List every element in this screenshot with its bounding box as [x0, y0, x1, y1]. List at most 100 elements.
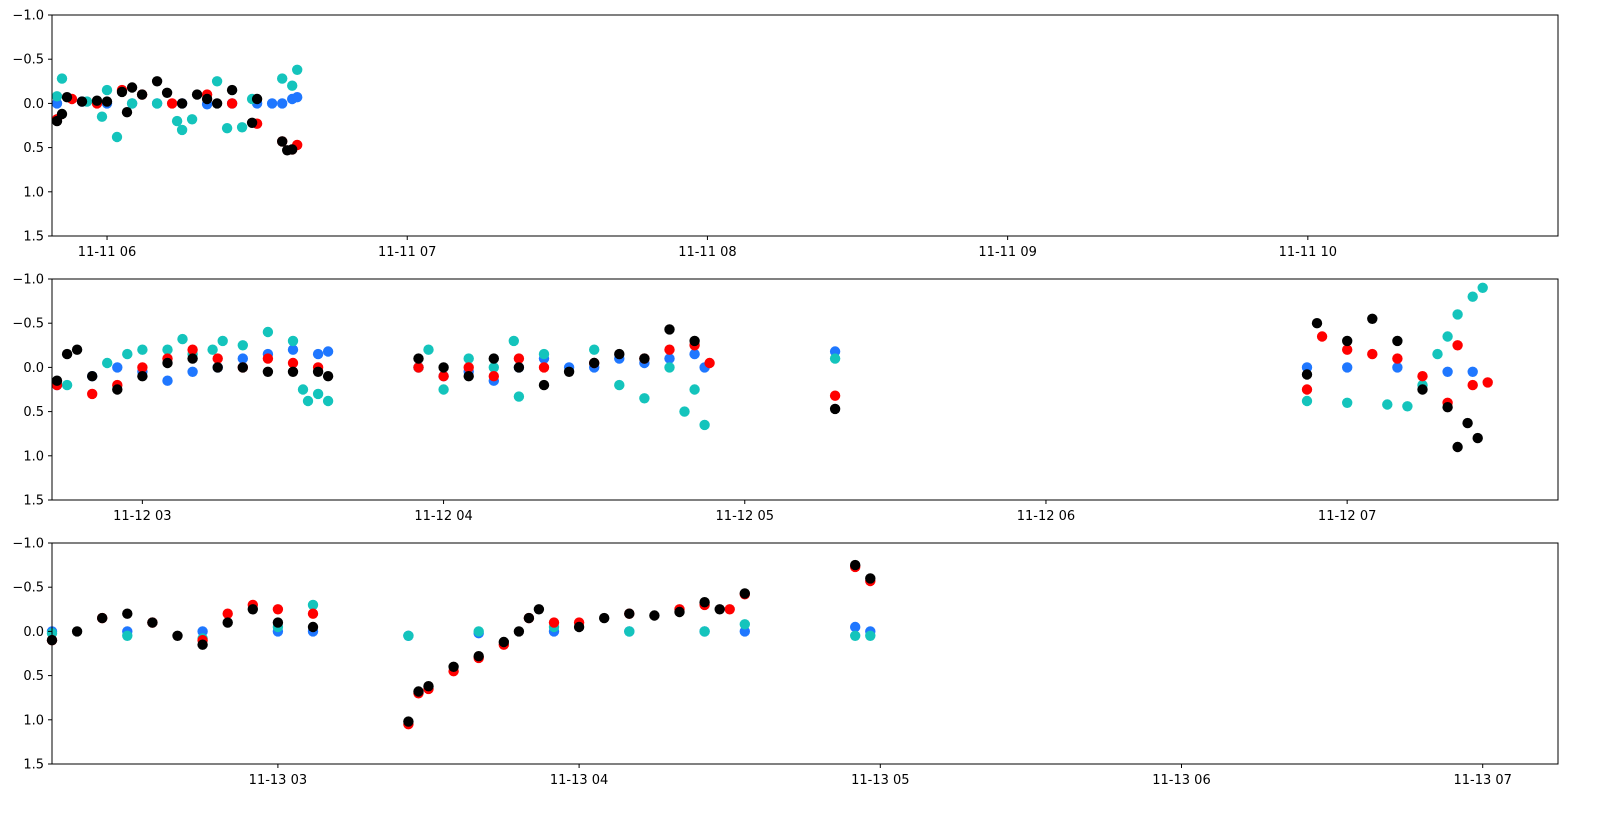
x-tick-label-1-1: 11-11 06 [78, 245, 136, 260]
data-point-p1-s3-6 [166, 98, 178, 109]
data-point-p2-s4-34 [1442, 402, 1453, 413]
data-point-p2-s2-3 [122, 348, 133, 360]
data-point-p2-s4-37 [1472, 432, 1483, 444]
data-point-p3-s4-15 [448, 661, 459, 672]
data-point-p2-s3-4 [137, 362, 148, 373]
y-tick-label-3-6: 1.5 [23, 758, 44, 773]
data-point-p2-s3-17 [538, 362, 550, 373]
x-tick-label-1-4: 11-11 09 [978, 245, 1036, 260]
data-point-p2-s2-18 [423, 344, 434, 355]
data-point-p1-s2-8 [151, 98, 163, 109]
data-point-p2-s1-28 [1342, 362, 1353, 373]
scatter-marks-1 [51, 64, 303, 156]
data-point-p3-s2-13 [865, 630, 876, 641]
data-point-p2-s4-3 [71, 344, 83, 355]
data-point-p1-s1-13 [292, 92, 303, 103]
data-point-p2-s4-18 [488, 353, 499, 364]
data-point-p2-s2-8 [207, 344, 218, 355]
y-tick-label-1-5: 1.0 [23, 185, 44, 200]
data-point-p1-s4-17 [226, 84, 238, 96]
data-point-p2-s4-4 [87, 371, 98, 382]
data-point-p3-s2-10 [699, 626, 710, 637]
data-point-p1-s2-12 [211, 76, 223, 87]
data-point-p3-s4-26 [699, 597, 710, 608]
data-point-p1-s2-4 [96, 111, 108, 122]
data-point-p1-s4-7 [116, 86, 128, 98]
data-point-p2-s1-24 [689, 348, 700, 360]
data-point-p2-s3-28 [1392, 353, 1403, 364]
data-point-p2-s4-21 [563, 366, 575, 377]
data-point-p2-s4-27 [829, 403, 841, 415]
data-point-p2-s1-3 [112, 362, 123, 373]
data-point-p3-s4-7 [197, 639, 208, 650]
data-point-p2-s4-28 [1301, 369, 1313, 380]
data-point-p2-s3-15 [488, 371, 499, 382]
y-tick-label-3-2: −0.5 [12, 581, 44, 596]
data-point-p2-s2-13 [297, 384, 309, 395]
data-point-p1-s2-16 [277, 73, 288, 84]
data-point-p2-s4-15 [413, 353, 424, 364]
data-point-p2-s3-7 [212, 353, 223, 364]
data-point-p2-s2-36 [1402, 401, 1413, 412]
x-tick-label-1-5: 11-11 10 [1279, 245, 1337, 260]
data-point-p3-s4-30 [865, 573, 876, 584]
data-point-p2-s3-23 [829, 390, 841, 401]
data-point-p2-s3-25 [1316, 331, 1328, 342]
data-point-p2-s2-42 [1477, 282, 1488, 293]
y-tick-label-2-4: 0.5 [23, 405, 44, 420]
data-point-p3-s2-9 [624, 626, 635, 637]
data-point-p2-s4-22 [589, 357, 600, 369]
axes-frame-1 [51, 14, 1559, 237]
data-point-p2-s4-33 [1417, 384, 1428, 395]
data-point-p2-s3-6 [187, 344, 198, 355]
data-point-p2-s4-31 [1367, 313, 1378, 324]
data-point-p3-s4-21 [573, 621, 585, 633]
data-point-p2-s1-10 [287, 344, 299, 355]
data-point-p1-s4-20 [277, 136, 288, 147]
data-point-p2-s4-17 [463, 371, 474, 382]
data-point-p2-s4-16 [438, 362, 449, 373]
data-point-p2-s2-33 [1301, 395, 1313, 407]
data-point-p2-s4-36 [1462, 417, 1473, 429]
data-point-p1-s4-6 [101, 96, 113, 107]
data-point-p1-s4-19 [251, 93, 263, 105]
data-point-p2-s2-28 [664, 362, 675, 373]
data-point-p2-s4-6 [137, 371, 148, 382]
data-point-p3-s4-14 [423, 681, 434, 692]
data-point-p2-s2-39 [1442, 331, 1453, 342]
data-point-p3-s3-5 [222, 608, 233, 619]
data-point-p1-s4-22 [287, 144, 298, 155]
y-tick-label-1-6: 1.5 [23, 230, 44, 245]
data-point-p1-s2-5 [101, 84, 113, 96]
y-tick-label-1-1: −1.0 [12, 9, 44, 24]
data-point-p2-s4-23 [614, 348, 625, 360]
y-axis-1: −1.0 −0.5 0.0 0.5 1.0 1.5 [12, 9, 52, 245]
data-point-p1-s4-8 [121, 107, 133, 118]
data-point-p1-s2-1 [51, 91, 63, 102]
x-tick-label-3-2: 11-13 04 [550, 773, 608, 788]
data-point-p3-s3-7 [272, 604, 284, 615]
data-point-p2-s2-1 [61, 379, 73, 391]
data-point-p1-s4-11 [151, 76, 163, 87]
data-point-p3-s4-24 [649, 610, 660, 621]
x-tick-label-2-5: 11-12 07 [1318, 509, 1376, 524]
data-point-p2-s2-9 [217, 335, 228, 347]
data-point-p2-s1-31 [1467, 366, 1478, 377]
data-point-p3-s2-6 [403, 630, 414, 641]
data-point-p2-s2-6 [177, 333, 188, 345]
data-point-p3-s4-6 [172, 630, 183, 641]
y-tick-label-1-4: 0.5 [23, 141, 44, 156]
y-tick-label-2-2: −0.5 [12, 317, 44, 332]
data-point-p2-s2-27 [639, 393, 650, 404]
data-point-p2-s4-20 [538, 379, 550, 391]
data-point-p1-s2-2 [56, 73, 68, 84]
data-point-p1-s4-13 [176, 98, 188, 109]
data-point-p1-s2-17 [287, 80, 298, 91]
x-axis-3: 11-13 03 11-13 04 11-13 05 11-13 06 11-13 07 [249, 764, 1512, 788]
data-point-p1-s4-16 [211, 98, 223, 109]
data-point-p2-s3-32 [1467, 379, 1478, 391]
x-tick-label-3-5: 11-13 07 [1453, 773, 1511, 788]
data-point-p3-s4-12 [403, 716, 414, 727]
data-point-p3-s4-25 [674, 606, 685, 618]
data-point-p2-s3-14 [463, 362, 474, 373]
